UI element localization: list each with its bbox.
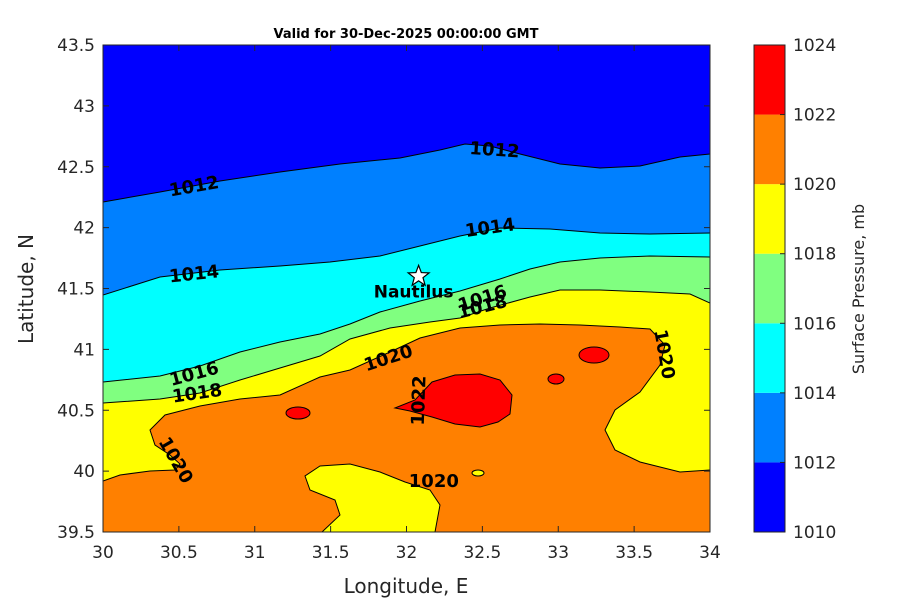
- colorbar-tick-label: 1014: [793, 384, 836, 404]
- colorbar-label: Surface Pressure, mb: [849, 204, 868, 374]
- y-axis-label: Latitude, N: [14, 234, 38, 344]
- region-1022-west: [286, 407, 310, 419]
- colorbar-swatch: [754, 392, 785, 463]
- y-tick-label: 41: [73, 340, 95, 360]
- contour-line-1020-south: [304, 463, 441, 532]
- region-1022-high-center: [395, 374, 512, 427]
- star-icon: [406, 263, 431, 287]
- colorbar-swatch: [754, 114, 785, 185]
- x-axis-ticks: 30 30.5 31 31.5 32 32.5 33 33.5 34: [92, 45, 721, 563]
- colorbar-tick-label: 1018: [793, 245, 836, 265]
- colorbar-tick-label: 1016: [793, 314, 836, 334]
- colorbar-tick-label: 1022: [793, 106, 836, 126]
- contour-line-1016: [103, 255, 710, 383]
- x-tick-label: 30: [92, 543, 114, 563]
- colorbar: 1010 1012 1014 1016 1018 1020 1022 1024: [754, 36, 836, 543]
- contour-line-1014: [103, 227, 710, 296]
- y-tick-label: 42: [73, 219, 95, 239]
- colorbar-swatch: [754, 462, 785, 532]
- contour-line-1012: [103, 143, 710, 203]
- contour-label: 1020: [409, 471, 459, 492]
- x-axis-label: Longitude, E: [344, 574, 469, 598]
- contour-label: 1014: [168, 261, 220, 287]
- colorbar-frame: [753, 44, 786, 533]
- colorbar-tick-label: 1024: [793, 36, 836, 56]
- y-tick-label: 39.5: [57, 523, 95, 543]
- x-tick-label: 32: [396, 543, 418, 563]
- contour-fill-layer: [103, 45, 710, 532]
- marker-label: Nautilus: [374, 282, 454, 302]
- x-tick-label: 30.5: [160, 543, 198, 563]
- y-tick-label: 40.5: [57, 401, 95, 421]
- colorbar-swatch: [754, 184, 785, 254]
- x-tick-label: 34: [699, 543, 721, 563]
- colorbar-tick-label: 1010: [793, 523, 836, 543]
- contour-line-1022: [393, 373, 513, 428]
- region-1022-small: [548, 374, 564, 384]
- colorbar-swatch: [754, 323, 785, 393]
- contour-line-1020-islet: [471, 469, 485, 477]
- colorbar-tick-label: 1012: [793, 453, 836, 473]
- colorbar-tick-label: 1020: [793, 175, 836, 195]
- region-1020-islet: [472, 470, 484, 476]
- x-tick-label: 33: [547, 543, 569, 563]
- chart-title: Valid for 30-Dec-2025 00:00:00 GMT: [274, 27, 539, 42]
- location-marker: Nautilus: [374, 263, 454, 302]
- region-1022-east: [579, 347, 609, 363]
- contour-line-1018: [103, 289, 710, 404]
- x-tick-label: 33.5: [615, 543, 653, 563]
- contour-line-1022-small: [547, 373, 565, 385]
- contour-line-1020: [103, 323, 710, 482]
- colorbar-swatch: [754, 45, 785, 115]
- x-tick-label: 31: [244, 543, 266, 563]
- x-tick-label: 31.5: [312, 543, 350, 563]
- x-tick-label: 32.5: [463, 543, 501, 563]
- y-tick-label: 43: [73, 97, 95, 117]
- y-tick-label: 40: [73, 462, 95, 482]
- y-tick-label: 41.5: [57, 280, 95, 300]
- colorbar-swatch: [754, 253, 785, 324]
- y-tick-label: 43.5: [57, 36, 95, 56]
- contour-line-1022-east: [578, 346, 610, 364]
- contour-label: 1012: [469, 138, 520, 162]
- y-tick-label: 42.5: [57, 158, 95, 178]
- contour-line-1022-west: [285, 406, 311, 420]
- contour-label: 1022: [408, 375, 431, 426]
- y-axis-ticks: 39.5 40 40.5 41 41.5 42 42.5 43 43.5: [57, 36, 710, 543]
